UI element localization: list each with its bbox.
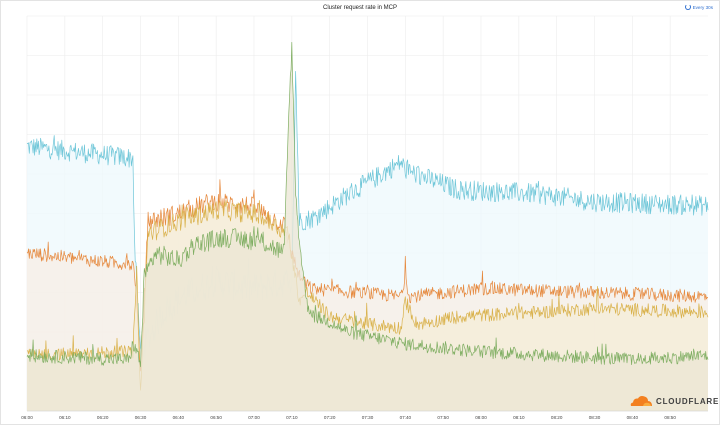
x-tick-label: 06:40	[173, 415, 185, 420]
x-tick-label: 08:00	[475, 415, 487, 420]
cloud-icon	[630, 396, 652, 406]
series-area-3	[27, 42, 708, 412]
x-tick-label: 06:00	[21, 415, 33, 420]
x-tick-label: 07:50	[437, 415, 449, 420]
x-tick-label: 08:30	[589, 415, 601, 420]
auto-refresh-button[interactable]: Every 30s	[684, 4, 713, 10]
x-tick-label: 06:10	[59, 415, 71, 420]
x-tick-label: 06:20	[97, 415, 109, 420]
panel-title: Cluster request rate in MCP	[322, 5, 398, 11]
series-line-0	[26, 70, 709, 360]
series-line-3	[26, 41, 709, 368]
x-tick-label: 07:00	[248, 415, 260, 420]
x-tick-label: 08:50	[664, 415, 676, 420]
x-tick-label: 07:30	[362, 415, 374, 420]
x-tick-label: 06:50	[210, 415, 222, 420]
x-tick-label: 08:40	[627, 415, 639, 420]
x-tick-label: 08:20	[551, 415, 563, 420]
x-tick-label: 08:10	[513, 415, 525, 420]
x-tick-label: 07:20	[324, 415, 336, 420]
cloudflare-watermark: CLOUDFLARE	[629, 395, 719, 407]
x-tick-label: 07:40	[400, 415, 412, 420]
brand-wordmark: CLOUDFLARE	[656, 396, 720, 406]
refresh-label: Every 30s	[692, 4, 713, 10]
x-tick-label: 07:10	[286, 415, 298, 420]
x-tick-label: 06:30	[135, 415, 147, 420]
refresh-icon	[684, 4, 691, 10]
